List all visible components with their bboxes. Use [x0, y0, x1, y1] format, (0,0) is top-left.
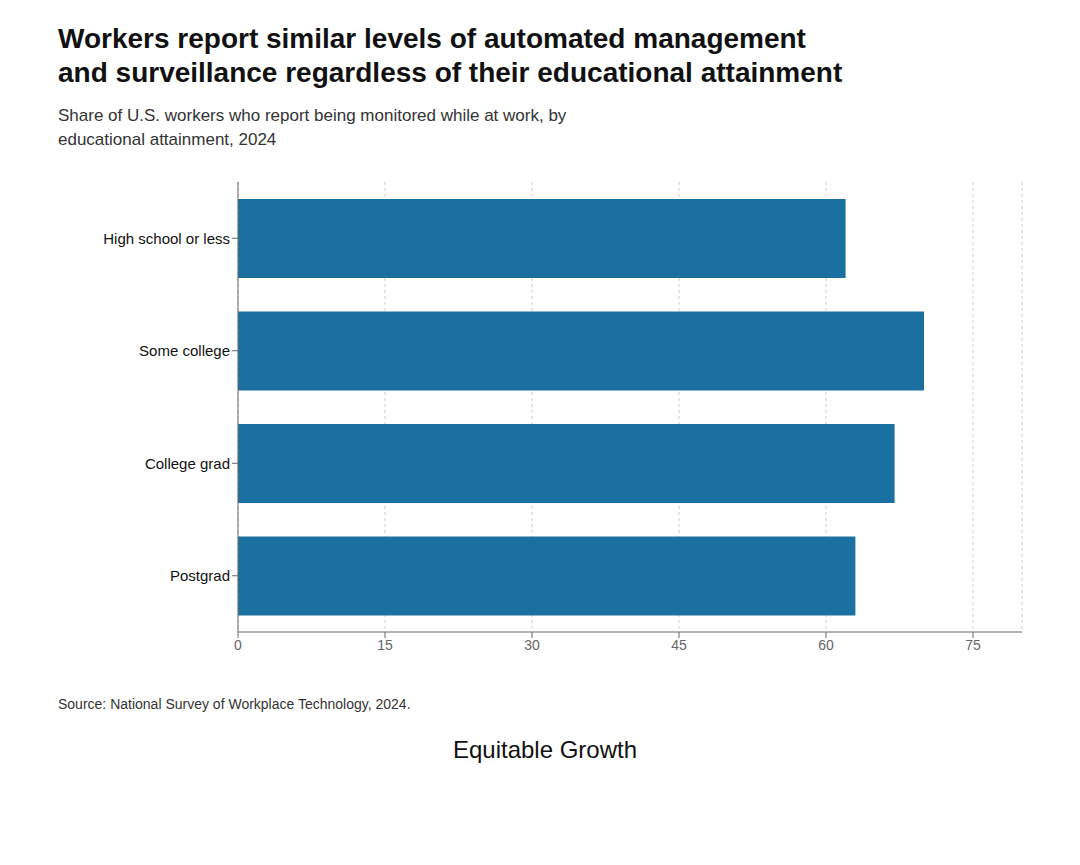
- svg-text:Postgrad: Postgrad: [170, 567, 230, 584]
- svg-text:60: 60: [818, 637, 834, 653]
- html-text:educational attainment, 2024: educational attainment, 2024: [58, 130, 277, 149]
- html-text:Share of U.S. workers who repo: Share of U.S. workers who report being m…: [58, 106, 567, 125]
- svg-text:High school or less: High school or less: [103, 230, 230, 247]
- svg-text:15: 15: [377, 637, 393, 653]
- html-text:Equitable Growth: Equitable Growth: [452, 736, 637, 763]
- svg-text:0: 0: [234, 637, 242, 653]
- html-text:Workers report similar levels: Workers report similar levels of automat…: [58, 23, 806, 54]
- svg-text:Some college: Some college: [139, 342, 230, 359]
- html-text:and surveillance regardless of: and surveillance regardless of their edu…: [58, 57, 843, 88]
- svg-text:College grad: College grad: [145, 455, 230, 472]
- svg-text:45: 45: [671, 637, 687, 653]
- svg-text:75: 75: [965, 637, 981, 653]
- svg-text:30: 30: [524, 637, 540, 653]
- html-text:Source: National Survey of Wor: Source: National Survey of Workplace Tec…: [58, 696, 411, 712]
